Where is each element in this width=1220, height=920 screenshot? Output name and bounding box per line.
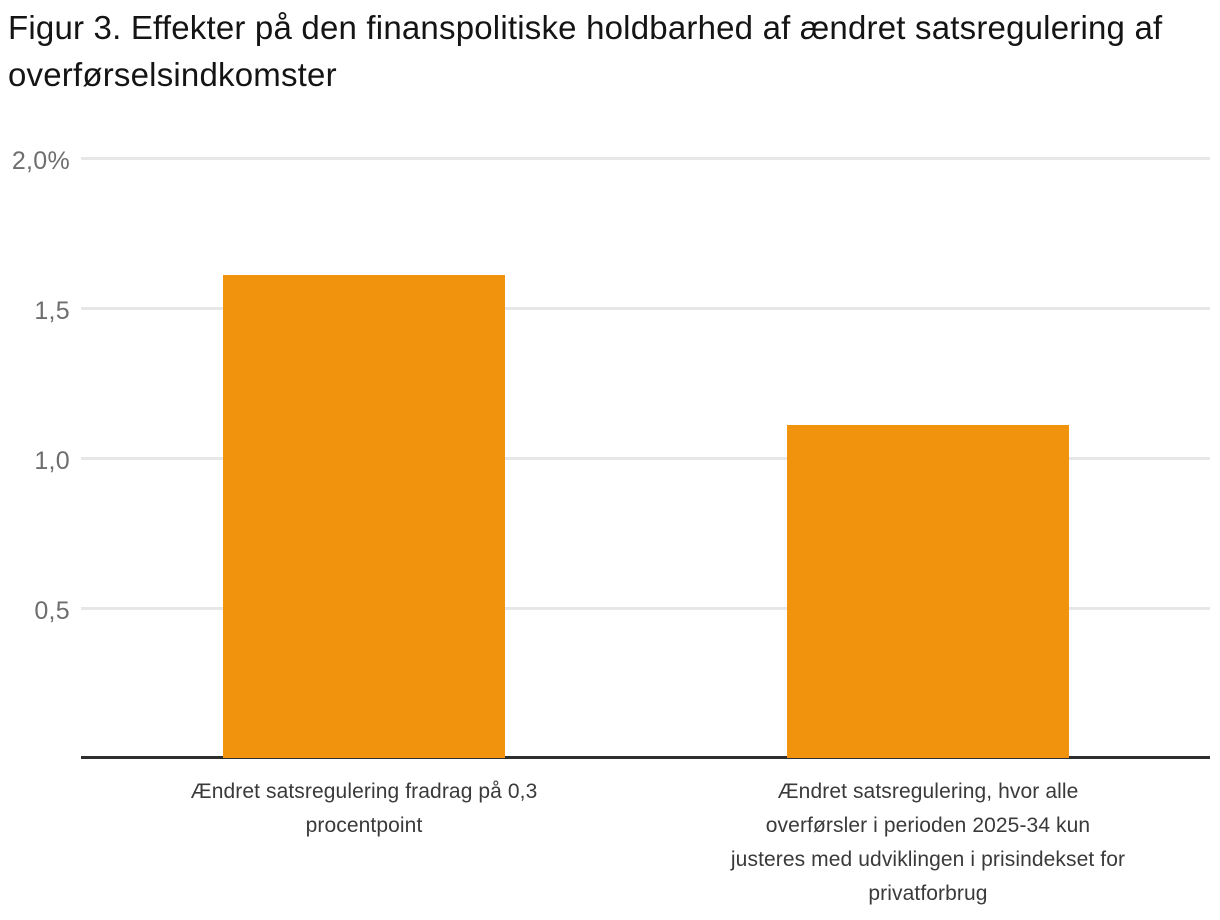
y-tick-label: 1,5 [34, 297, 70, 325]
bar-2 [787, 425, 1069, 758]
y-tick-label: 2,0% [11, 147, 70, 175]
x-category-label-1: Ændret satsregulering fradrag på 0,3 proc… [124, 775, 604, 843]
gridline [81, 457, 1210, 460]
x-category-label-line: Ændret satsregulering, hvor alle [777, 780, 1079, 803]
x-category-label-line: procentpoint [305, 814, 423, 837]
plot-area: 2,0% 1,5 1,0 0,5 Ændret satsregulering fradr… [0, 130, 1220, 920]
gridline [81, 157, 1210, 160]
x-axis-line [81, 756, 1210, 759]
x-category-label-line: Ændret satsregulering fradrag på 0,3 [190, 780, 538, 803]
chart-title: Figur 3. Effekter på den finanspolitiske… [8, 9, 1163, 93]
y-tick-label: 0,5 [34, 597, 70, 625]
x-category-label-line: privatforbrug [868, 882, 988, 905]
x-category-label-line: overførsler i perioden 2025-34 kun [765, 814, 1091, 837]
bar-1 [223, 275, 505, 758]
gridline [81, 307, 1210, 310]
y-tick-label: 1,0 [34, 447, 70, 475]
gridline [81, 607, 1210, 610]
x-category-label-2: Ændret satsregulering, hvor alle overførs… [668, 775, 1188, 911]
x-category-label-line: justeres med udviklingen i prisindekset … [730, 848, 1126, 871]
